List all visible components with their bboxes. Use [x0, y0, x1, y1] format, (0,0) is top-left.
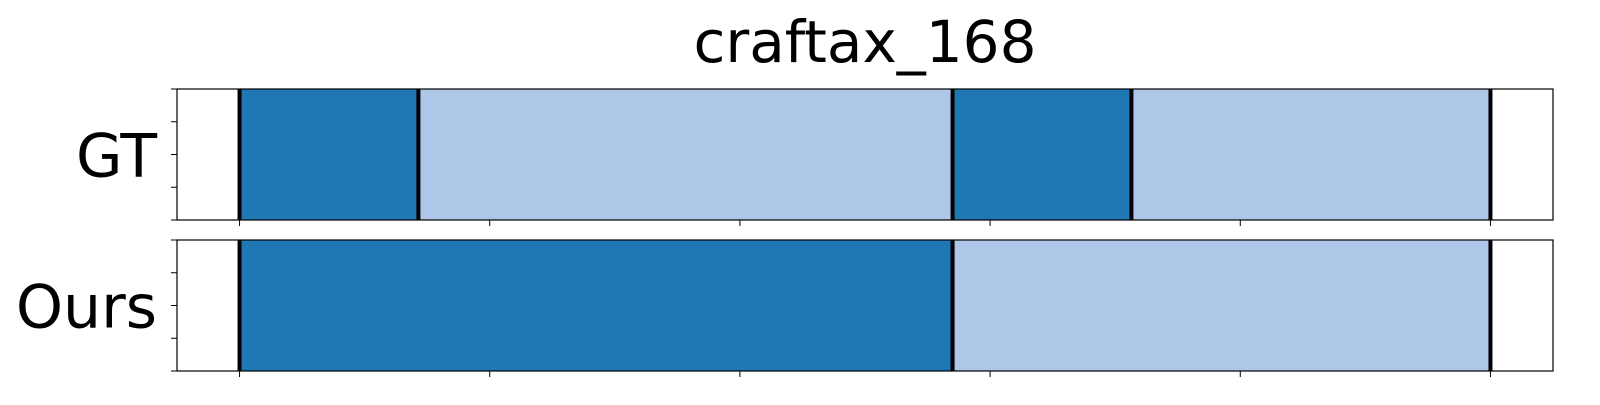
segment-bar-ours-1 [952, 240, 1491, 371]
segment-bar-gt-3 [1131, 89, 1491, 220]
row-label-ours: Ours [16, 273, 157, 343]
chart-title: craftax_168 [694, 8, 1037, 76]
segment-bar-gt-0 [239, 89, 419, 220]
segment-bar-gt-1 [418, 89, 953, 220]
segment-bar-ours-0 [239, 240, 953, 371]
segment-bar-gt-2 [952, 89, 1132, 220]
row-label-gt: GT [76, 122, 157, 192]
